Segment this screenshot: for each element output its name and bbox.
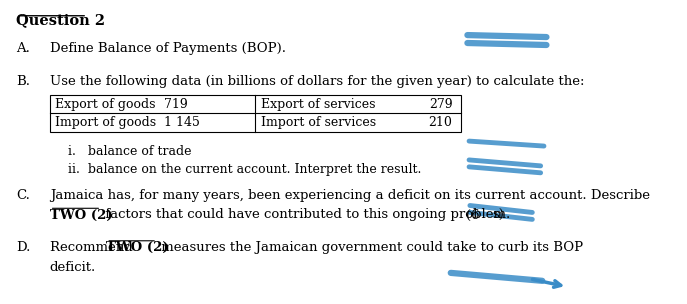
Text: measures the Jamaican government could take to curb its BOP: measures the Jamaican government could t… (157, 241, 583, 254)
Text: TWO (2): TWO (2) (106, 241, 169, 254)
Text: 719: 719 (164, 98, 188, 110)
Text: Use the following data (in billions of dollars for the given year) to calculate : Use the following data (in billions of d… (49, 75, 584, 88)
Text: ii.  balance on the current account. Interpret the result.: ii. balance on the current account. Inte… (68, 163, 421, 176)
Text: Export of services: Export of services (261, 98, 376, 110)
Text: 1 145: 1 145 (164, 116, 201, 129)
Text: Question 2: Question 2 (16, 13, 106, 27)
Text: Import of services: Import of services (261, 116, 376, 129)
Text: Export of goods: Export of goods (56, 98, 156, 110)
Text: A.: A. (16, 42, 30, 55)
Text: factors that could have contributed to this ongoing problem.: factors that could have contributed to t… (101, 209, 510, 222)
Text: B.: B. (16, 75, 30, 88)
Text: Define Balance of Payments (BOP).: Define Balance of Payments (BOP). (49, 42, 286, 55)
Text: 279: 279 (429, 98, 453, 110)
Text: Import of goods: Import of goods (56, 116, 157, 129)
Text: s): s) (493, 209, 504, 222)
Text: Jamaica has, for many years, been experiencing a deficit on its current account.: Jamaica has, for many years, been experi… (49, 189, 650, 202)
Text: C.: C. (16, 189, 30, 202)
Text: i.   balance of trade: i. balance of trade (68, 145, 192, 158)
Text: deficit.: deficit. (49, 261, 96, 274)
Text: TWO (2): TWO (2) (49, 209, 112, 222)
Text: 210: 210 (429, 116, 453, 129)
Text: Recommend: Recommend (49, 241, 137, 254)
Text: D.: D. (16, 241, 31, 254)
Text: (6: (6 (466, 209, 480, 222)
